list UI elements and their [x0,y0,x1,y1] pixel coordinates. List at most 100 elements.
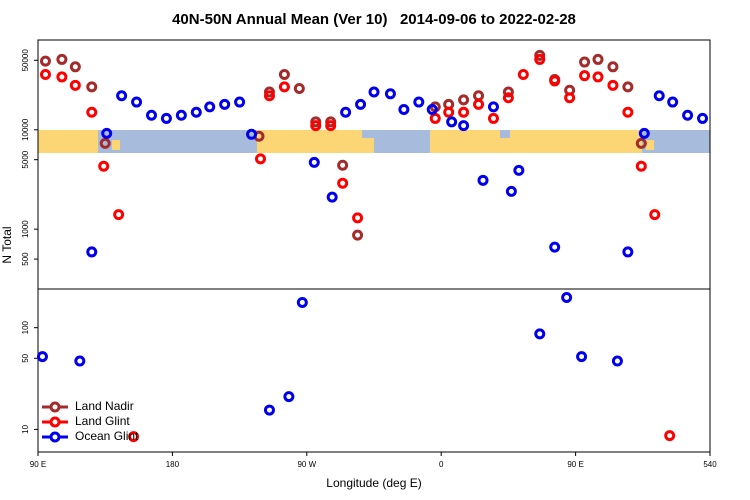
point [579,56,591,68]
legend-marker [49,431,61,443]
point [384,88,396,100]
point [56,53,68,65]
point [36,351,48,363]
legend-marker [49,401,61,413]
point [607,61,619,73]
point [487,112,499,124]
point [263,90,275,102]
point [219,98,231,110]
map-strip [38,130,710,153]
point [638,127,650,139]
point [649,209,661,221]
point [296,296,308,308]
x-tick-label: 90 E [567,460,583,469]
point [175,109,187,121]
point [278,81,290,93]
point [39,55,51,67]
point [246,128,258,140]
point [502,86,514,98]
point [352,212,364,224]
legend-marker [49,416,61,428]
point [635,160,647,172]
point [517,68,529,80]
y-axis-label: N Total [0,226,14,263]
y-tick-label: 500 [21,252,30,266]
point [204,101,216,113]
point [160,112,172,124]
point [458,120,470,132]
point [635,137,647,149]
point [326,191,338,203]
point [325,120,337,132]
plot-frame [37,288,711,453]
point [352,229,364,241]
point [592,53,604,65]
point [549,75,561,87]
point [505,185,517,197]
point [564,92,576,104]
point [337,159,349,171]
point [429,112,441,124]
point [86,81,98,93]
point [664,430,676,442]
point [549,241,561,253]
point [446,116,458,128]
point [99,137,111,149]
x-tick-label: 0 [439,460,444,469]
point [477,174,489,186]
point [255,153,267,165]
legend-label: Land Nadir [75,399,134,413]
point [653,90,665,102]
point [283,391,295,403]
point [39,68,51,80]
point [473,98,485,110]
y-tick-label: 50 [21,353,30,362]
point [355,98,367,110]
chart-title: 40N-50N Annual Mean (Ver 10) 2014-09-06 … [172,11,576,28]
plot-frame [37,39,711,290]
legend-label: Ocean Glint [75,429,139,443]
x-tick-label: 180 [166,460,180,469]
point [308,156,320,168]
point [682,109,694,121]
point [128,431,140,443]
point [697,112,709,124]
point [458,94,470,106]
point [86,246,98,258]
point [426,103,438,115]
point [513,164,525,176]
point [611,355,623,367]
point [69,61,81,73]
point [74,355,86,367]
point [667,96,679,108]
point [113,209,125,221]
point [592,71,604,83]
point [607,79,619,91]
x-tick-label: 90 W [297,460,316,469]
point [293,83,305,95]
point [116,90,128,102]
point [398,103,410,115]
point [263,404,275,416]
point [234,96,246,108]
x-tick-label: 540 [703,460,717,469]
y-tick-label: 50000 [21,49,30,72]
point [473,90,485,102]
point [413,96,425,108]
point [622,81,634,93]
y-tick-label: 100 [21,320,30,334]
point [101,127,113,139]
point [310,120,322,132]
point [98,160,110,172]
point [145,109,157,121]
point [86,106,98,118]
x-tick-label: 90 E [30,460,46,469]
point [443,106,455,118]
y-tick-label: 5000 [21,150,30,168]
point [576,351,588,363]
y-tick-label: 10 [21,424,30,433]
point [622,246,634,258]
y-tick-label: 10000 [21,118,30,141]
